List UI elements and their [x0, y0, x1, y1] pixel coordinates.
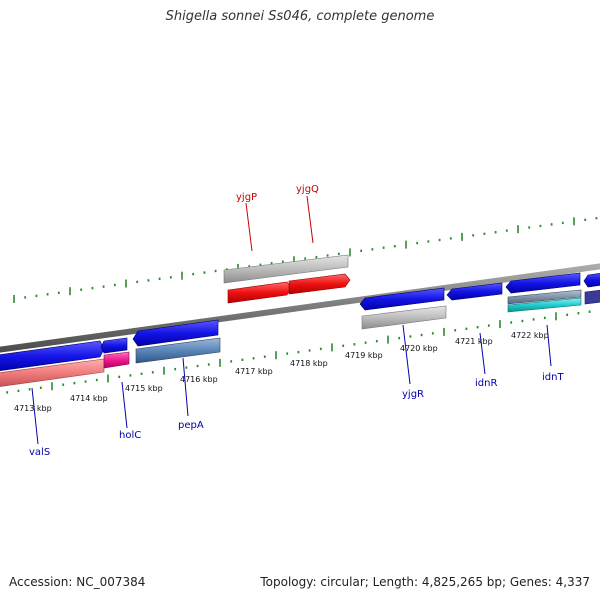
forward-strand-features [223, 254, 351, 304]
scale-labels: 4713 kbp 4714 kbp 4715 kbp 4716 kbp 4717… [14, 331, 549, 413]
reverse-strand-features [0, 272, 600, 387]
cds-navy-edge [584, 289, 600, 305]
gene-label-valS: valS [29, 447, 50, 458]
gene-label-yjgR: yjgR [402, 389, 424, 400]
leader-yjgQ [306, 195, 314, 244]
cds-pink [0, 358, 105, 387]
leader-holC [121, 381, 128, 429]
scale-label: 4715 kbp [125, 384, 163, 393]
cds-steel [135, 337, 221, 364]
cds-gray-upper [223, 254, 349, 284]
gene-label-yjgQ: yjgQ [296, 184, 319, 195]
cds-blue-pepA [132, 319, 219, 347]
gene-label-pepA: pepA [178, 420, 204, 431]
cds-steel-idnT [507, 289, 582, 305]
leader-pepA [182, 357, 189, 417]
leader-yjgR [402, 324, 411, 385]
cds-blue-idnR [446, 282, 503, 301]
scale-label: 4713 kbp [14, 404, 52, 413]
scale-label: 4714 kbp [70, 394, 108, 403]
gene-label-yjgP: yjgP [236, 192, 257, 203]
cds-cyan-idnT [507, 297, 582, 313]
gene-label-holC: holC [119, 430, 141, 441]
topology-text: Topology: circular; Length: 4,825,265 bp… [260, 575, 590, 589]
scale-label: 4719 kbp [345, 351, 383, 360]
cds-blue-edge [583, 273, 600, 288]
scale-label: 4721 kbp [455, 337, 493, 346]
gene-label-idnR: idnR [475, 378, 497, 389]
cds-yjgQ [288, 273, 351, 295]
scale-label: 4718 kbp [290, 359, 328, 368]
leader-valS [31, 387, 39, 445]
upper-tick-row [13, 217, 598, 303]
cds-yjgP [227, 281, 292, 304]
accession-text: Accession: NC_007384 [9, 575, 146, 589]
scale-label: 4716 kbp [180, 375, 218, 384]
gene-labels: yjgP yjgQ valS holC pepA yjgR idnR idnT [29, 184, 564, 458]
cds-blue-1 [0, 340, 105, 371]
leader-idnT [546, 324, 552, 367]
leader-idnR [479, 332, 486, 375]
gene-label-idnT: idnT [542, 372, 564, 383]
cds-gray-yjgR [361, 305, 447, 330]
scale-label: 4717 kbp [235, 367, 273, 376]
gene-label-leaders [31, 195, 552, 445]
scale-label: 4722 kbp [511, 331, 549, 340]
cds-blue-idnT [505, 272, 581, 294]
page-title: Shigella sonnei Ss046, complete genome [165, 9, 435, 24]
lower-tick-row [6, 310, 591, 394]
scale-label: 4720 kbp [400, 344, 438, 353]
cds-blue-2 [100, 337, 128, 354]
leader-yjgP [245, 202, 253, 252]
cds-magenta [103, 351, 130, 369]
cds-blue-yjgR [359, 287, 445, 311]
